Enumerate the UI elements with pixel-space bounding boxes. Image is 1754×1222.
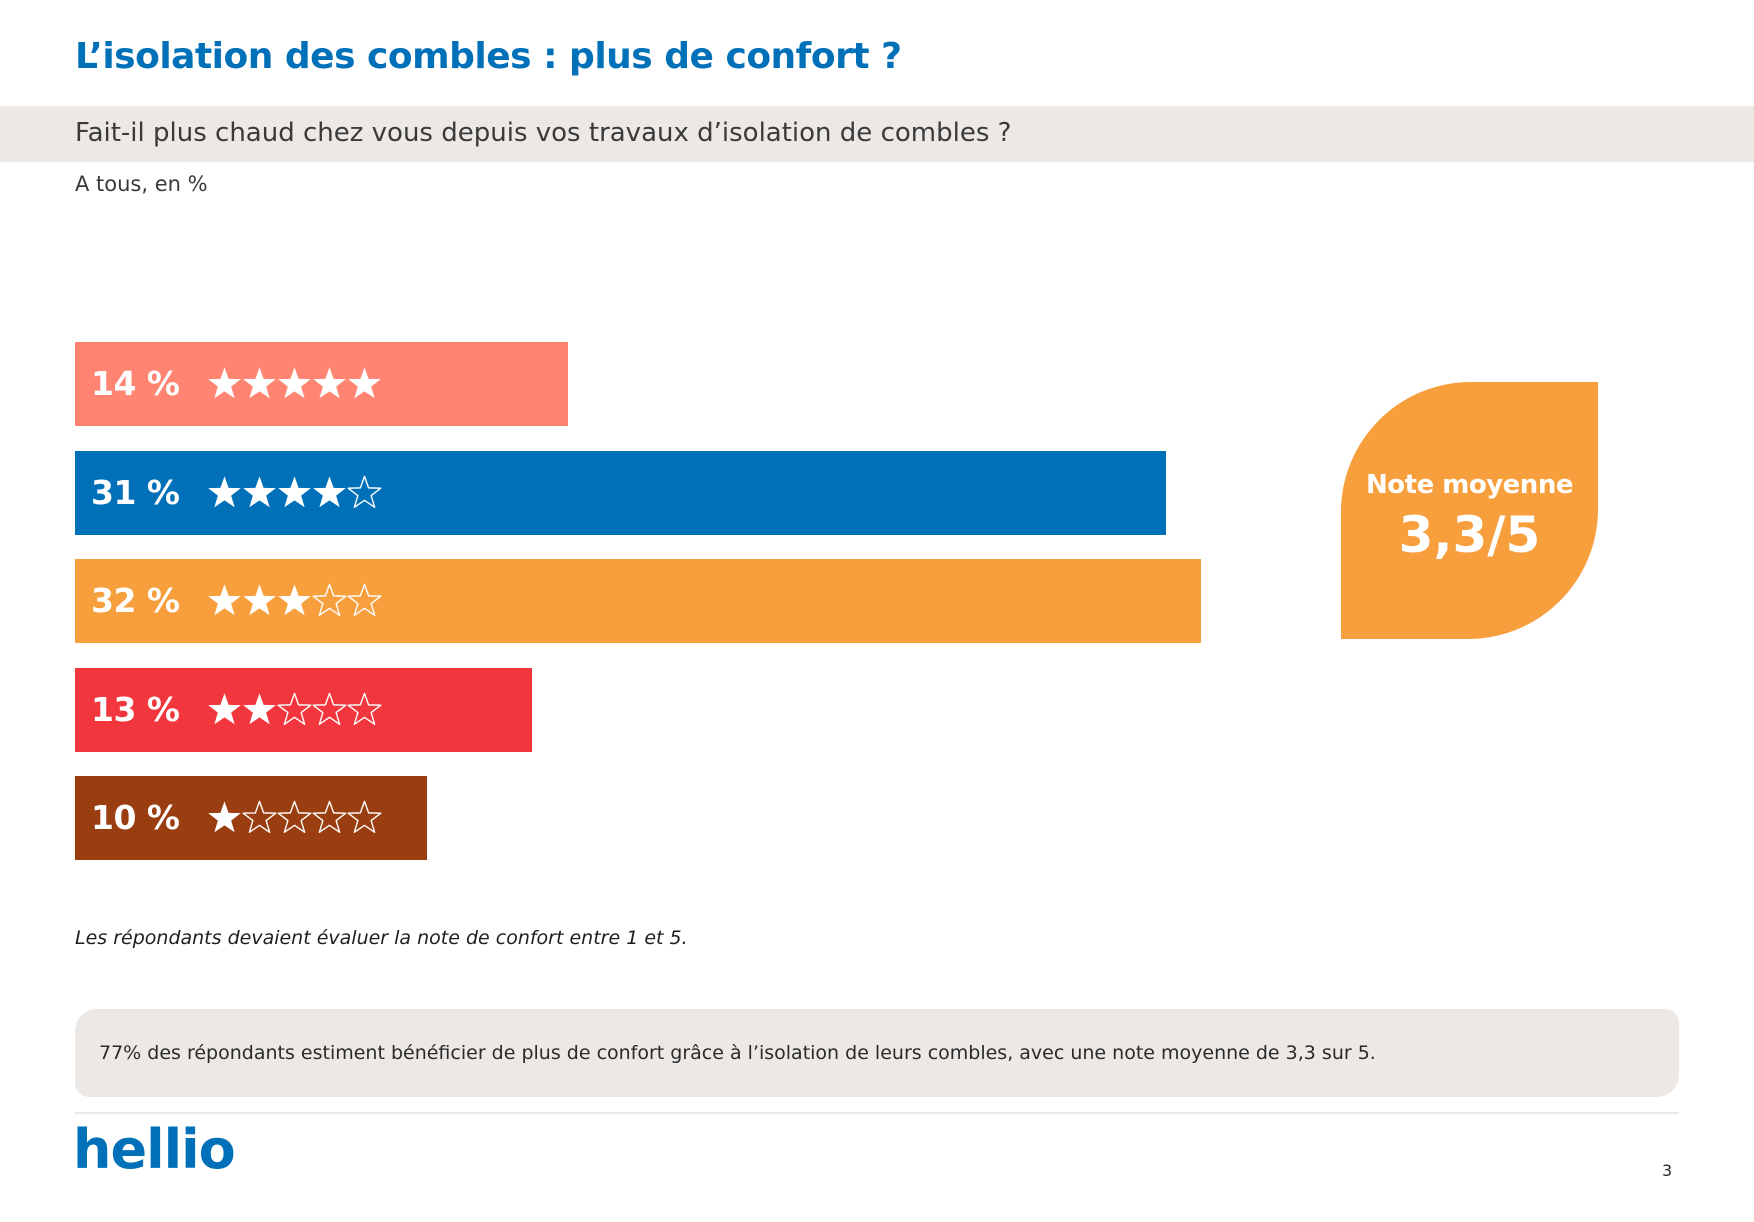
bar-5-stars: 14 %: [75, 342, 568, 426]
base-label: A tous, en %: [75, 172, 208, 196]
average-rating-value: 3,3/5: [1398, 506, 1541, 564]
star-filled-icon: [243, 584, 276, 616]
footnote: Les répondants devaient évaluer la note …: [75, 927, 688, 949]
star-outline-icon: [312, 583, 347, 616]
star-outline-icon: [277, 692, 312, 725]
star-rating: [207, 475, 382, 511]
star-filled-icon: [243, 693, 276, 725]
star-outline-icon: [242, 800, 277, 833]
bar-4-stars: 31 %: [75, 451, 1166, 535]
question-band: [0, 106, 1754, 162]
star-rating: [207, 366, 382, 402]
page-number: 3: [1662, 1161, 1673, 1180]
bar-value-label: 13 %: [91, 690, 180, 729]
bar-3-stars: 32 %: [75, 559, 1201, 643]
star-rating: [207, 692, 382, 728]
star-outline-icon: [312, 692, 347, 725]
star-outline-icon: [347, 692, 382, 725]
star-filled-icon: [208, 693, 241, 725]
footer-divider: [75, 1112, 1679, 1114]
average-rating-label: Note moyenne: [1366, 470, 1573, 500]
average-rating-badge: Note moyenne 3,3/5: [1341, 382, 1598, 639]
star-filled-icon: [313, 476, 346, 508]
bar-value-label: 10 %: [91, 798, 180, 837]
star-rating: [207, 583, 382, 619]
star-filled-icon: [278, 367, 311, 399]
star-rating: [207, 800, 382, 836]
hellio-logo: hellio: [73, 1118, 236, 1181]
star-outline-icon: [347, 800, 382, 833]
star-outline-icon: [347, 583, 382, 616]
question-text: Fait-il plus chaud chez vous depuis vos …: [75, 118, 1012, 148]
star-filled-icon: [278, 584, 311, 616]
star-filled-icon: [208, 801, 241, 833]
star-filled-icon: [243, 367, 276, 399]
star-filled-icon: [208, 584, 241, 616]
star-outline-icon: [312, 800, 347, 833]
bar-value-label: 32 %: [91, 581, 180, 620]
summary-box: 77% des répondants estiment bénéficier d…: [75, 1009, 1679, 1097]
star-filled-icon: [348, 367, 381, 399]
bar-value-label: 14 %: [91, 364, 180, 403]
star-filled-icon: [208, 476, 241, 508]
star-filled-icon: [313, 367, 346, 399]
star-outline-icon: [277, 800, 312, 833]
bar-1-stars: 10 %: [75, 776, 427, 860]
page-title: L’isolation des combles : plus de confor…: [75, 36, 902, 77]
star-outline-icon: [347, 475, 382, 508]
star-filled-icon: [208, 367, 241, 399]
star-filled-icon: [243, 476, 276, 508]
bar-2-stars: 13 %: [75, 668, 532, 752]
summary-text: 77% des répondants estiment bénéficier d…: [99, 1042, 1376, 1064]
bar-value-label: 31 %: [91, 473, 180, 512]
star-filled-icon: [278, 476, 311, 508]
